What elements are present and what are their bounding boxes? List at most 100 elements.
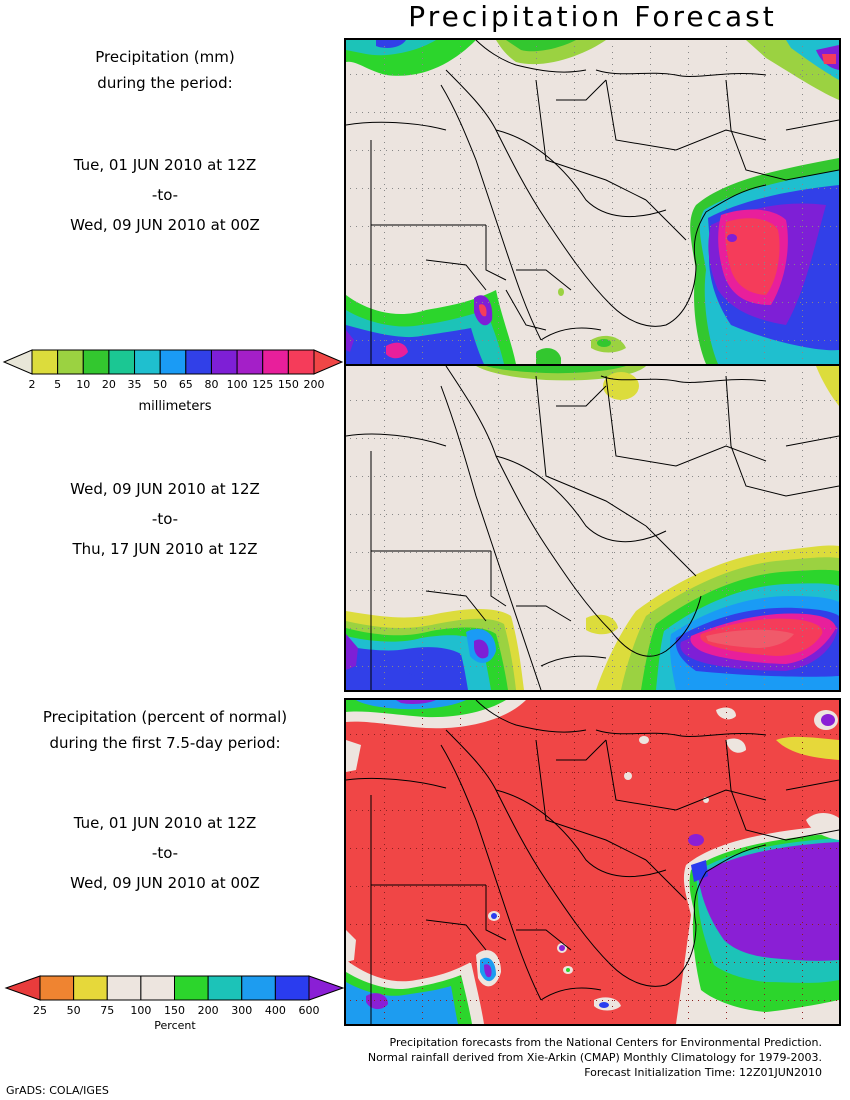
grid-dot [612,414,613,415]
grid-dot [422,868,423,869]
grid-dot [800,302,801,303]
grid-dot [612,706,613,707]
grid-dot [410,438,411,439]
grid-dot [704,962,705,963]
grid-dot [584,514,585,515]
grid-dot [460,706,461,707]
grid-dot [384,976,385,977]
grid-dot [818,962,819,963]
grid-dot [574,52,575,53]
grid-dot [584,438,585,439]
grid-dot [764,522,765,523]
grid-dot [440,772,441,773]
grid-dot [726,340,727,341]
grid-dot [800,590,801,591]
grid-dot [434,810,435,811]
grid-dot [734,400,735,401]
grid-dot [574,898,575,899]
grid-dot [608,226,609,227]
grid-dot [740,552,741,553]
grid-dot [536,754,537,755]
grid-dot [764,988,765,989]
grid-dot [498,76,499,77]
grid-dot [688,378,689,379]
grid-dot [650,802,651,803]
grid-dot [674,226,675,227]
grid-dot [464,810,465,811]
grid-dot [494,734,495,735]
grid-dot [800,924,801,925]
grid-dot [680,340,681,341]
grid-dot [434,150,435,151]
grid-dot [542,514,543,515]
grid-dot [574,570,575,571]
panel3-header-line1: Precipitation (percent of normal) [42,708,288,726]
panel3-to: -to- [151,844,179,862]
grid-dot [422,772,423,773]
grid-dot [688,160,689,161]
grid-dot [764,706,765,707]
grid-dot [692,264,693,265]
grid-dot [542,476,543,477]
grid-dot [470,188,471,189]
grid-dot [818,226,819,227]
grid-dot [440,1000,441,1001]
grid-dot [612,148,613,149]
grid-dot [818,302,819,303]
grid-dot [458,810,459,811]
grid-dot [764,414,765,415]
map-panel-2 [344,364,841,692]
grid-dot [578,514,579,515]
grid-dot [434,924,435,925]
grid-dot [644,400,645,401]
grid-dot [488,340,489,341]
grid-dot [356,514,357,515]
grid-dot [824,112,825,113]
grid-dot [384,310,385,311]
grid-dot [384,540,385,541]
grid-dot [518,734,519,735]
grid-dot [446,886,447,887]
grid-dot [680,590,681,591]
grid-dot [500,476,501,477]
grid-dot [602,886,603,887]
grid-dot [404,188,405,189]
grid-dot [758,302,759,303]
grid-dot [818,438,819,439]
grid-dot [374,924,375,925]
grid-dot [688,420,689,421]
grid-dot [398,264,399,265]
grid-dot [380,772,381,773]
grid-dot [498,612,499,613]
grid-dot [574,516,575,517]
grid-dot [574,1006,575,1007]
grid-dot [536,190,537,191]
grid-dot [752,628,753,629]
grid-dot [608,552,609,553]
grid-dot [460,136,461,137]
grid-dot [650,292,651,293]
grid-dot [752,264,753,265]
grid-dot [740,74,741,75]
grid-dot [806,188,807,189]
grid-dot [356,302,357,303]
grid-dot [460,522,461,523]
grid-dot [460,672,461,673]
grid-dot [802,558,803,559]
grid-dot [422,94,423,95]
grid-dot [362,74,363,75]
grid-dot [536,64,537,65]
grid-dot [422,832,423,833]
grid-dot [650,838,651,839]
grid-dot [384,450,385,451]
grid-dot [380,962,381,963]
grid-dot [728,400,729,401]
grid-dot [440,150,441,151]
grid-dot [764,838,765,839]
grid-dot [830,438,831,439]
grid-dot [446,924,447,925]
grid-dot [404,264,405,265]
grid-dot [740,112,741,113]
grid-dot [404,734,405,735]
